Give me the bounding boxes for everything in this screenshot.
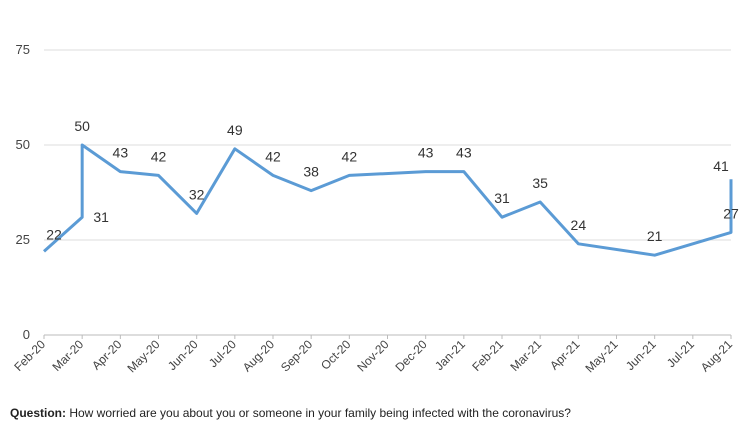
y-tick-label: 75 [16, 42, 30, 57]
data-label: 31 [93, 209, 109, 225]
data-label: 38 [303, 164, 319, 180]
x-tick-label: Nov-20 [354, 337, 391, 374]
x-tick-label: Apr-20 [89, 337, 125, 373]
gridlines [44, 49, 731, 336]
x-tick-label: Sep-20 [278, 337, 315, 374]
x-tick-label: Jun-20 [165, 337, 201, 373]
x-tick-label: May-20 [124, 337, 162, 375]
data-label: 31 [494, 190, 510, 206]
data-label: 22 [46, 226, 62, 242]
data-label: 49 [227, 122, 243, 138]
x-tick-label: Feb-20 [11, 337, 48, 374]
x-tick-label: Aug-20 [240, 337, 277, 374]
data-label: 42 [151, 148, 167, 164]
x-tick-label: Jul-21 [664, 337, 697, 370]
y-tick-label: 25 [16, 232, 30, 247]
x-axis-ticks: Feb-20 Mar-20 Apr-20 May-20 Jun-20 Jul-20 Aug-… [11, 335, 735, 375]
x-tick-label: Aug-21 [698, 337, 735, 374]
y-tick-label: 0 [23, 327, 30, 342]
data-label: 32 [189, 186, 205, 202]
x-tick-label: May-21 [582, 337, 620, 375]
series-line [42, 143, 733, 257]
data-label: 43 [113, 145, 129, 161]
x-tick-label: Apr-21 [547, 337, 583, 373]
question-footnote: Question: How worried are you about you … [10, 406, 571, 420]
data-label: 27 [723, 205, 739, 221]
x-tick-label: Jun-21 [623, 337, 659, 373]
footnote-label: Question: [10, 406, 66, 420]
series-path [42, 143, 733, 257]
data-label: 43 [456, 145, 472, 161]
x-tick-label: Mar-20 [50, 337, 87, 374]
data-label: 24 [571, 217, 587, 233]
data-label: 41 [713, 158, 729, 174]
x-tick-label: Oct-20 [318, 337, 354, 373]
data-label: 21 [647, 228, 663, 244]
x-tick-label: Jan-21 [432, 337, 468, 373]
data-label: 50 [74, 118, 90, 134]
x-tick-label: Jul-20 [206, 337, 239, 370]
y-tick-label: 50 [16, 137, 30, 152]
y-axis-ticks: 0 25 50 75 [16, 42, 30, 342]
data-label: 42 [342, 148, 358, 164]
x-tick-label: Mar-21 [508, 337, 545, 374]
data-label: 43 [418, 145, 434, 161]
footnote-text: How worried are you about you or someone… [66, 406, 571, 420]
x-tick-label: Feb-21 [469, 337, 506, 374]
data-label: 42 [265, 148, 281, 164]
x-tick-label: Dec-20 [393, 337, 430, 374]
data-labels: 22 31 50 43 42 32 49 42 38 42 43 43 31 35 24 21 27 41 [46, 118, 739, 244]
data-label: 35 [532, 175, 548, 191]
